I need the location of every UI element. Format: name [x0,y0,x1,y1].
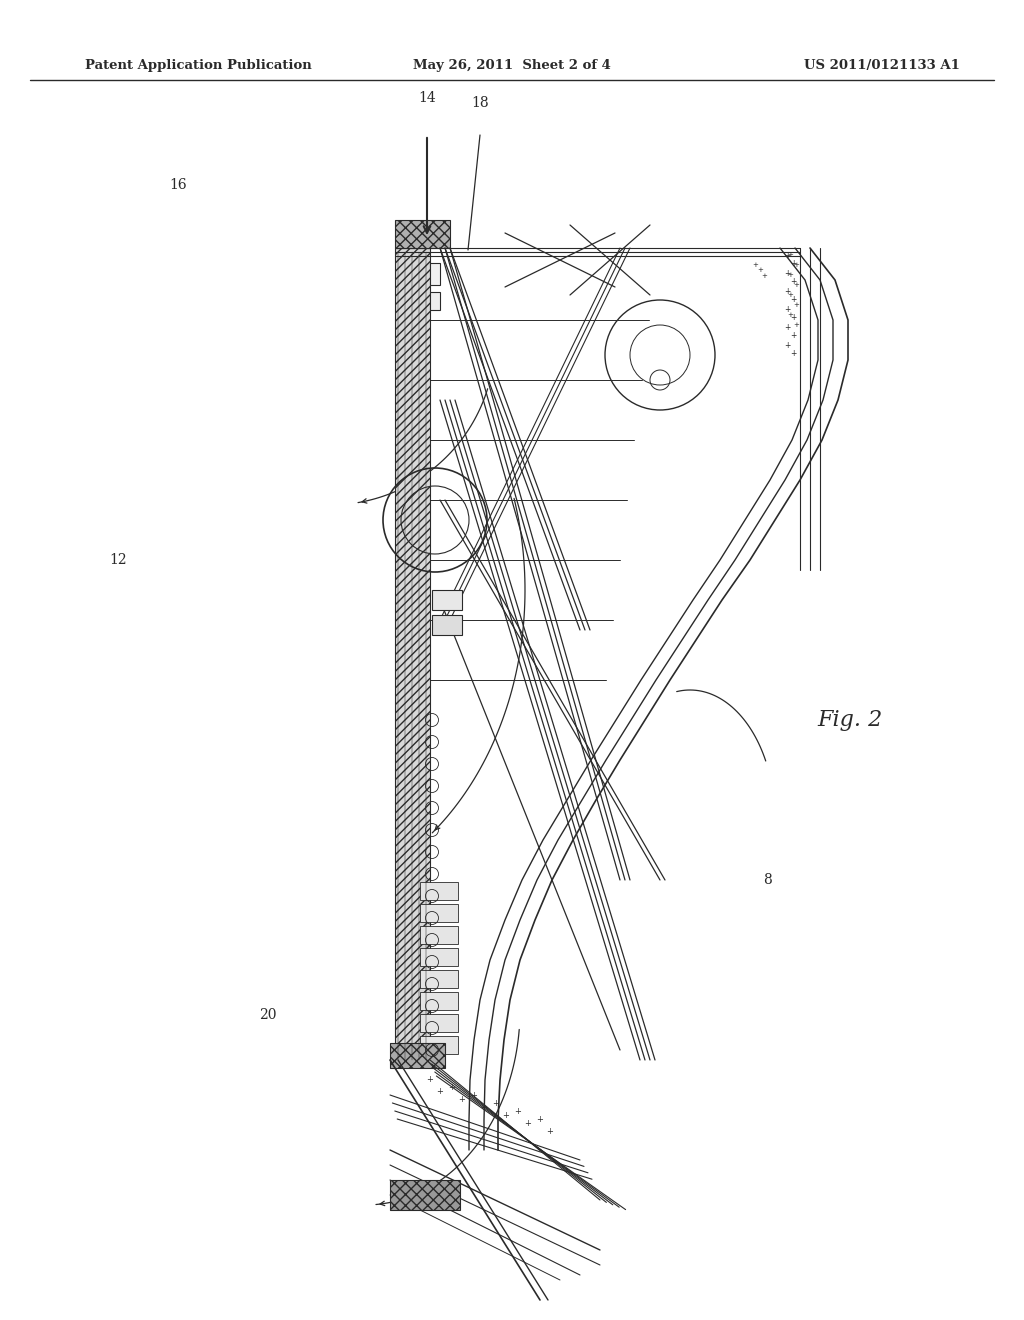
Text: +: + [537,1115,544,1125]
Bar [395,220,450,248]
Text: Patent Application Publication: Patent Application Publication [85,58,311,71]
Bar [390,1043,445,1068]
Text: +: + [480,1104,487,1113]
Text: +: + [787,312,793,318]
Text: 14: 14 [418,91,436,106]
Bar [420,948,458,966]
Text: 20: 20 [259,1008,276,1022]
Text: +: + [783,341,791,350]
Text: +: + [790,276,797,285]
Text: +: + [427,1076,433,1085]
Text: +: + [471,1092,477,1101]
Bar [420,1014,458,1032]
Text: +: + [790,294,797,304]
Text: +: + [752,261,758,268]
Text: May 26, 2011  Sheet 2 of 4: May 26, 2011 Sheet 2 of 4 [413,58,611,71]
Text: +: + [783,322,791,331]
Bar [430,263,440,285]
Text: 8: 8 [764,873,772,887]
Bar [432,615,462,635]
Bar [420,882,458,900]
Text: US 2011/0121133 A1: US 2011/0121133 A1 [804,58,961,71]
Text: +: + [790,259,797,268]
Text: 12: 12 [110,553,127,568]
Text: +: + [783,268,791,277]
Text: Fig. 2: Fig. 2 [817,709,883,731]
Text: +: + [503,1111,509,1121]
Text: +: + [436,1088,443,1097]
Text: +: + [787,292,793,298]
Text: +: + [761,273,767,279]
Bar [432,590,462,610]
Text: 16: 16 [169,178,186,191]
Text: +: + [449,1084,456,1093]
Text: +: + [524,1119,531,1129]
Text: +: + [547,1127,553,1137]
Text: +: + [459,1096,466,1105]
Text: +: + [790,348,797,358]
Text: +: + [793,282,799,288]
Text: +: + [793,322,799,327]
Bar [420,970,458,987]
Bar [390,1180,460,1210]
Text: +: + [493,1100,500,1109]
Text: +: + [793,302,799,308]
Bar [420,993,458,1010]
Text: +: + [787,272,793,279]
Text: +: + [783,286,791,296]
Text: +: + [790,313,797,322]
Bar [420,904,458,921]
Text: +: + [783,305,791,314]
Bar [430,292,440,310]
Bar [395,248,430,1060]
Text: +: + [787,252,793,257]
Bar [420,927,458,944]
Text: +: + [783,251,791,260]
Text: +: + [757,267,763,273]
Text: 18: 18 [471,96,488,110]
Text: +: + [790,330,797,339]
Bar [420,1036,458,1053]
Text: +: + [793,261,799,268]
Text: +: + [515,1107,521,1117]
